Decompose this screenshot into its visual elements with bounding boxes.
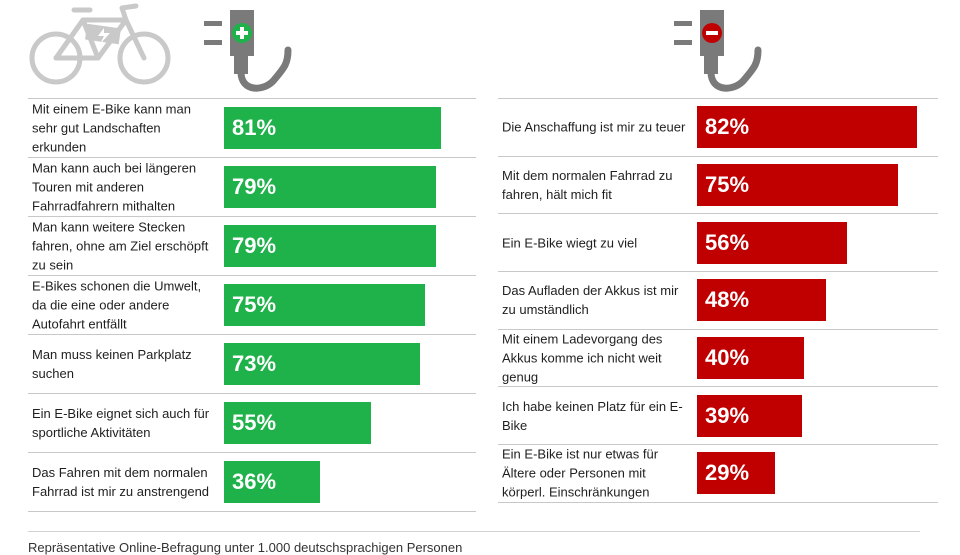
data-label: 36% [232,469,277,494]
footer-note: Repräsentative Online-Befragung unter 1.… [28,540,463,555]
footer-divider [28,531,920,532]
data-label: 48% [705,287,750,313]
e-bike-icon [29,3,171,85]
chart-row: E-Bikes schonen die Umwelt, da die eine … [28,276,476,335]
category-label: Ich habe keinen Platz für ein E-Bike [502,398,683,433]
chart-row: Ich habe keinen Platz für ein E-Bike 39% [498,387,938,446]
data-label: 55% [232,410,277,435]
bar-pro: 55% [224,402,372,444]
chart-row: Das Aufladen der Akkus ist mir zu umstän… [498,272,938,330]
chart-row: Mit dem normalen Fahrrad zu fahren, hält… [498,157,938,215]
plug-plus-icon [204,10,292,92]
category-label: Man muss keinen Parkplatz suchen [32,347,192,381]
chart-row: Mit einem Ladevorgang des Akkus komme ic… [498,330,938,388]
data-label: 75% [232,292,277,317]
plug-minus-icon [674,10,762,92]
category-label: Ein E-Bike ist nur etwas für Ältere oder… [502,446,659,500]
category-label: Das Fahren mit dem normalen Fahrrad ist … [32,465,210,499]
data-label: 29% [705,460,750,486]
data-label: 40% [705,345,750,371]
data-label: 73% [232,351,277,376]
chart-row: Ein E-Bike eignet sich auch für sportlic… [28,394,476,453]
contra-icons [498,0,938,98]
category-label: Ein E-Bike wiegt zu viel [502,235,638,251]
category-label: Mit dem normalen Fahrrad zu fahren, hält… [502,168,673,203]
chart-row: Ein E-Bike wiegt zu viel 56% [498,214,938,273]
data-label: 82% [705,114,750,140]
bar-contra: 75% [697,164,898,207]
bar-pro: 79% [224,225,436,267]
data-label: 39% [705,402,750,428]
data-label: 75% [705,172,750,198]
bar-pro: 81% [224,107,442,149]
data-label: 56% [705,229,750,255]
contra-bar-chart: Die Anschaffung ist mir zu teuer 82% Mit d… [498,98,938,503]
bar-pro: 73% [224,343,420,385]
bar-contra: 48% [697,279,826,322]
category-label: E-Bikes schonen die Umwelt, da die eine … [32,278,202,332]
category-label: Mit einem E-Bike kann man sehr gut Lands… [32,101,191,155]
bar-pro: 36% [224,461,321,503]
data-label: 81% [232,115,277,140]
category-label: Das Aufladen der Akkus ist mir zu umstän… [502,283,679,318]
pro-panel: Mit einem E-Bike kann man sehr gut Lands… [28,0,476,512]
data-label: 79% [232,174,277,199]
chart-row: Man kann auch bei längeren Touren mit an… [28,158,476,217]
bar-contra: 39% [697,394,802,437]
bar-contra: 40% [697,337,805,380]
chart-row: Das Fahren mit dem normalen Fahrrad ist … [28,453,476,512]
bar-pro: 79% [224,166,436,208]
contra-panel: Die Anschaffung ist mir zu teuer 82% Mit d… [498,0,938,503]
chart-row: Mit einem E-Bike kann man sehr gut Lands… [28,99,476,158]
pro-icons [28,0,476,98]
chart-row: Ein E-Bike ist nur etwas für Ältere oder… [498,445,938,503]
chart-row: Man muss keinen Parkplatz suchen 73% [28,335,476,394]
chart-row: Die Anschaffung ist mir zu teuer 82% [498,99,938,157]
category-label: Man kann auch bei längeren Touren mit an… [32,160,197,214]
bar-contra: 29% [697,452,775,495]
category-label: Mit einem Ladevorgang des Akkus komme ic… [502,331,663,385]
bar-contra: 82% [697,106,917,149]
bar-contra: 56% [697,221,848,264]
bar-pro: 75% [224,284,425,326]
category-label: Ein E-Bike eignet sich auch für sportlic… [32,406,210,440]
category-label: Die Anschaffung ist mir zu teuer [502,119,686,135]
category-label: Man kann weitere Stecken fahren, ohne am… [32,219,209,273]
pro-bar-chart: Mit einem E-Bike kann man sehr gut Lands… [28,98,476,512]
data-label: 79% [232,233,277,258]
chart-row: Man kann weitere Stecken fahren, ohne am… [28,217,476,276]
